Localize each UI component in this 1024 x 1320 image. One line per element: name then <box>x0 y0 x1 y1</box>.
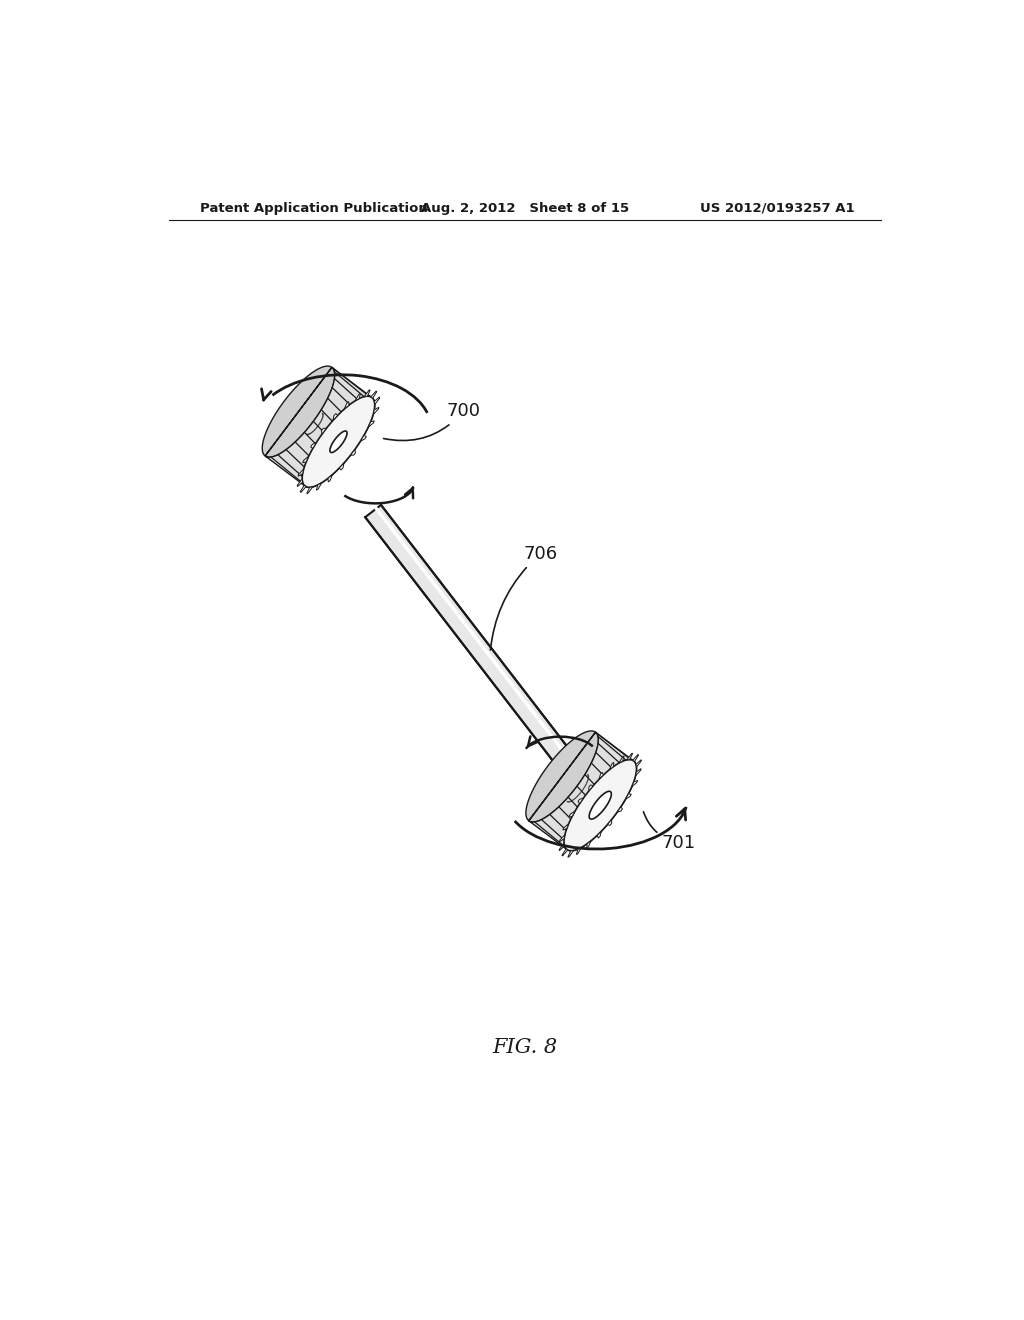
Polygon shape <box>618 756 625 763</box>
Text: FIG. 8: FIG. 8 <box>493 1039 557 1057</box>
Polygon shape <box>316 483 322 490</box>
Polygon shape <box>365 389 371 397</box>
Polygon shape <box>297 479 303 487</box>
Polygon shape <box>373 407 379 414</box>
Polygon shape <box>626 793 632 799</box>
Polygon shape <box>298 469 304 477</box>
Polygon shape <box>587 841 591 847</box>
Polygon shape <box>375 397 380 405</box>
Polygon shape <box>567 850 573 857</box>
Polygon shape <box>526 731 598 822</box>
Polygon shape <box>262 366 335 457</box>
Polygon shape <box>302 396 375 487</box>
Polygon shape <box>333 413 338 421</box>
Polygon shape <box>563 824 568 830</box>
Polygon shape <box>589 785 593 791</box>
Polygon shape <box>636 768 641 776</box>
Polygon shape <box>562 849 567 855</box>
Polygon shape <box>528 733 637 850</box>
Polygon shape <box>369 421 375 428</box>
Polygon shape <box>355 393 360 401</box>
Text: 701: 701 <box>643 812 696 851</box>
Text: Patent Application Publication: Patent Application Publication <box>200 202 428 215</box>
Polygon shape <box>310 442 316 449</box>
Polygon shape <box>360 436 367 441</box>
Text: US 2012/0193257 A1: US 2012/0193257 A1 <box>699 202 854 215</box>
Polygon shape <box>609 763 613 770</box>
Polygon shape <box>559 834 565 842</box>
Polygon shape <box>597 832 601 838</box>
Polygon shape <box>599 772 603 779</box>
Polygon shape <box>569 812 575 817</box>
Polygon shape <box>265 367 375 487</box>
Polygon shape <box>632 780 638 787</box>
Polygon shape <box>636 760 641 767</box>
Polygon shape <box>302 457 308 463</box>
Polygon shape <box>577 847 582 854</box>
Text: 700: 700 <box>384 403 480 441</box>
Polygon shape <box>322 428 327 434</box>
Polygon shape <box>617 807 623 812</box>
Polygon shape <box>559 843 564 850</box>
Polygon shape <box>330 432 347 453</box>
Polygon shape <box>627 754 633 760</box>
Text: Aug. 2, 2012   Sheet 8 of 15: Aug. 2, 2012 Sheet 8 of 15 <box>421 202 629 215</box>
Polygon shape <box>564 760 637 851</box>
Polygon shape <box>339 463 344 470</box>
Polygon shape <box>350 450 355 455</box>
Polygon shape <box>300 486 306 492</box>
Polygon shape <box>371 391 377 399</box>
Polygon shape <box>607 820 611 825</box>
Text: 706: 706 <box>490 545 557 649</box>
Polygon shape <box>579 799 584 804</box>
Polygon shape <box>344 401 349 409</box>
Polygon shape <box>328 474 333 482</box>
Polygon shape <box>366 506 593 792</box>
Polygon shape <box>633 755 639 762</box>
Polygon shape <box>589 791 611 820</box>
Polygon shape <box>307 487 312 494</box>
